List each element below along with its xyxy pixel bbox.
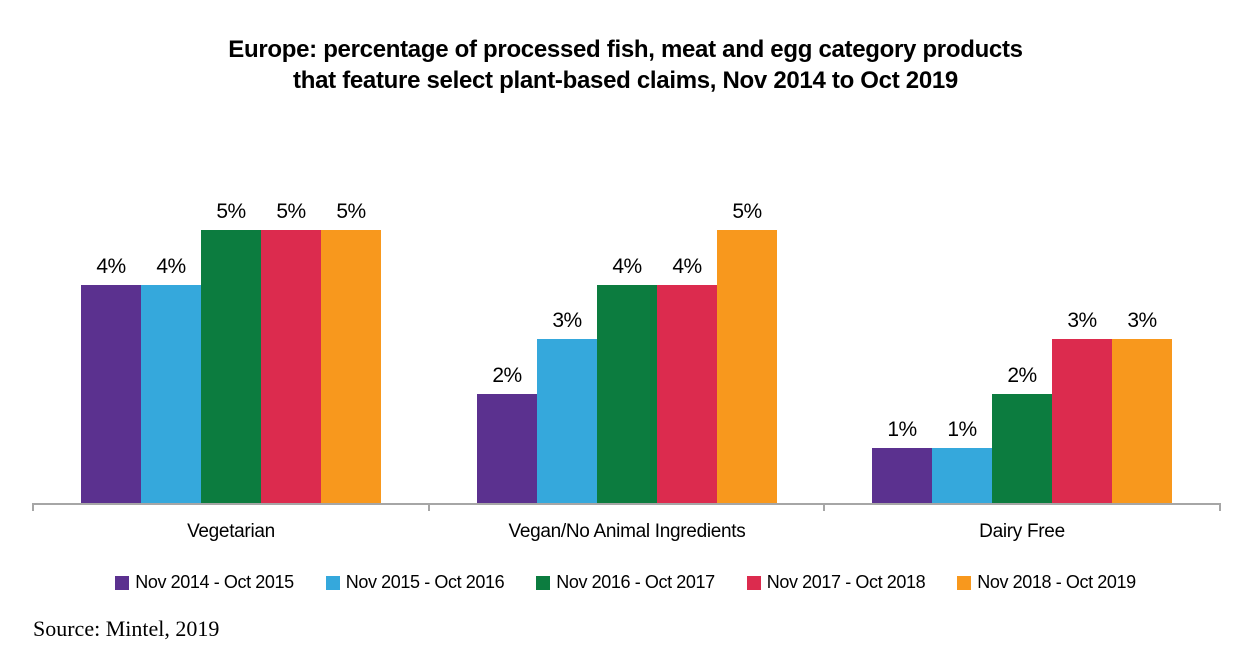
legend-label: Nov 2018 - Oct 2019 bbox=[977, 572, 1136, 592]
axis-tick bbox=[1219, 503, 1221, 511]
category-label: Dairy Free bbox=[979, 521, 1065, 542]
axis-tick bbox=[428, 503, 430, 511]
bar bbox=[932, 448, 992, 503]
bar-value-label: 5% bbox=[336, 200, 366, 223]
bar-value-label: 5% bbox=[276, 200, 306, 223]
bar-value-label: 2% bbox=[1007, 364, 1037, 387]
legend-label: Nov 2014 - Oct 2015 bbox=[135, 572, 294, 592]
axis-tick bbox=[823, 503, 825, 511]
bar bbox=[81, 285, 141, 503]
legend-item: Nov 2016 - Oct 2017 bbox=[536, 572, 715, 593]
bar bbox=[141, 285, 201, 503]
bar bbox=[477, 394, 537, 503]
legend-swatch bbox=[536, 575, 551, 590]
legend-item: Nov 2018 - Oct 2019 bbox=[957, 572, 1136, 593]
bar-value-label: 1% bbox=[947, 418, 977, 441]
bar-value-label: 3% bbox=[552, 309, 582, 332]
bar bbox=[657, 285, 717, 503]
source-note: Source: Mintel, 2019 bbox=[33, 616, 220, 641]
legend-item: Nov 2014 - Oct 2015 bbox=[115, 572, 294, 593]
legend-item: Nov 2015 - Oct 2016 bbox=[325, 572, 505, 593]
bar-value-label: 4% bbox=[612, 255, 642, 278]
bar bbox=[1112, 339, 1172, 503]
bar bbox=[261, 230, 321, 503]
bar bbox=[537, 339, 597, 503]
bar-value-label: 1% bbox=[887, 418, 917, 441]
bar-value-label: 5% bbox=[732, 200, 762, 223]
legend-label: Nov 2017 - Oct 2018 bbox=[766, 572, 926, 592]
bar bbox=[1052, 339, 1112, 503]
category-label: Vegan/No Animal Ingredients bbox=[508, 521, 746, 542]
axis-tick bbox=[32, 503, 34, 511]
legend-swatch bbox=[957, 575, 972, 590]
bar bbox=[992, 394, 1052, 503]
legend-label: Nov 2016 - Oct 2017 bbox=[556, 572, 715, 592]
legend-label: Nov 2015 - Oct 2016 bbox=[345, 572, 505, 592]
bar-value-label: 3% bbox=[1067, 309, 1097, 332]
bar bbox=[321, 230, 381, 503]
bar-value-label: 2% bbox=[492, 364, 522, 387]
legend-swatch bbox=[746, 575, 761, 590]
bar-value-label: 4% bbox=[96, 255, 126, 278]
bar-value-label: 3% bbox=[1127, 309, 1157, 332]
legend-swatch bbox=[115, 575, 130, 590]
legend: Nov 2014 - Oct 2015 Nov 2015 - Oct 2016 No… bbox=[0, 572, 1251, 593]
bar-value-label: 4% bbox=[672, 255, 702, 278]
legend-item: Nov 2017 - Oct 2018 bbox=[746, 572, 926, 593]
bar bbox=[201, 230, 261, 503]
bar bbox=[597, 285, 657, 503]
bar bbox=[717, 230, 777, 503]
category-label: Vegetarian bbox=[187, 521, 275, 542]
bar-value-label: 5% bbox=[216, 200, 246, 223]
x-axis-line bbox=[33, 503, 1220, 505]
chart-title: Europe: percentage of processed fish, me… bbox=[228, 36, 1023, 94]
bar bbox=[872, 448, 932, 503]
bar-value-label: 4% bbox=[156, 255, 186, 278]
legend-swatch bbox=[325, 575, 340, 590]
